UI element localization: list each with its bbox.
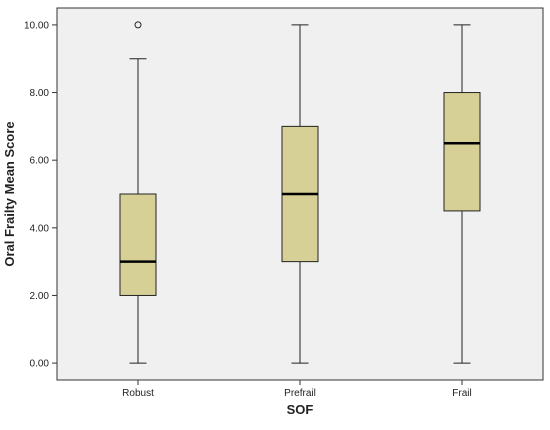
x-axis-title: SOF: [287, 402, 314, 417]
y-tick-label: 2.00: [30, 291, 50, 302]
x-tick-label: Frail: [452, 388, 471, 399]
outlier-point: [134, 21, 142, 29]
iqr-box: [119, 193, 157, 296]
y-tick-label: 0.00: [30, 359, 50, 370]
x-tick-label: Prefrail: [284, 388, 316, 399]
box-prefrail: [281, 24, 319, 364]
y-tick-label: 6.00: [30, 156, 50, 167]
box-robust: [119, 21, 157, 364]
iqr-box: [443, 92, 481, 212]
y-tick-label: 4.00: [30, 223, 50, 234]
x-tick-label: Robust: [122, 388, 154, 399]
boxes-layer: [119, 21, 481, 364]
y-tick-label: 10.00: [24, 20, 49, 31]
y-axis-title: Oral Frailty Mean Score: [2, 121, 17, 266]
y-tick-label: 8.00: [30, 88, 50, 99]
x-axis: Robust Prefrail Frail: [122, 380, 472, 399]
y-axis: 0.00 2.00 4.00 6.00 8.00 10.00: [24, 20, 57, 370]
box-frail: [443, 24, 481, 364]
